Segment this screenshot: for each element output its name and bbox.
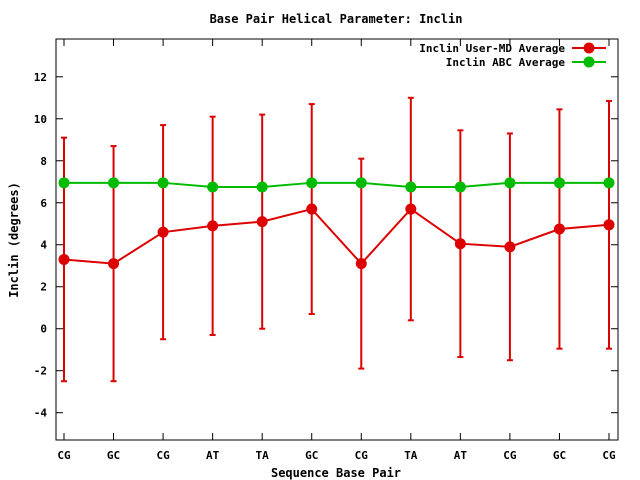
data-point [603, 177, 615, 189]
y-axis-label: Inclin (degrees) [7, 182, 21, 298]
data-point [553, 177, 565, 189]
data-point [355, 258, 367, 270]
data-point [58, 253, 70, 265]
data-point [306, 177, 318, 189]
y-tick-label: 6 [40, 197, 47, 210]
y-axis: -4 -2 0 2 4 6 8 10 12 [34, 71, 618, 420]
y-tick-label: -2 [34, 365, 47, 378]
chart-title: Base Pair Helical Parameter: Inclin [210, 12, 463, 26]
data-point [553, 223, 565, 235]
x-axis-label: Sequence Base Pair [271, 466, 401, 480]
x-tick-label: CG [503, 449, 517, 462]
series-1 [58, 96, 615, 383]
data-point [504, 241, 516, 253]
legend-swatch-marker [583, 42, 595, 54]
y-tick-label: 2 [40, 281, 47, 294]
data-point [355, 177, 367, 189]
series-layer [58, 96, 615, 383]
data-point [256, 181, 268, 193]
data-point [454, 238, 466, 250]
data-point [207, 220, 219, 232]
x-axis: CG GC CG AT TA GC CG TA AT CG GC CG [57, 39, 616, 462]
data-point [58, 177, 70, 189]
x-tick-label: TA [256, 449, 270, 462]
x-tick-label: GC [553, 449, 566, 462]
x-tick-label: AT [206, 449, 220, 462]
data-point [405, 203, 417, 215]
series-2 [58, 177, 615, 193]
x-tick-label: GC [305, 449, 318, 462]
data-point [603, 219, 615, 231]
legend-label: Inclin User-MD Average [419, 42, 565, 55]
data-point [454, 181, 466, 193]
data-point [108, 177, 120, 189]
y-tick-label: 10 [34, 113, 47, 126]
legend-label: Inclin ABC Average [446, 56, 566, 69]
y-tick-label: 0 [40, 323, 47, 336]
x-tick-label: CG [57, 449, 71, 462]
data-point [108, 258, 120, 270]
y-tick-label: -4 [34, 407, 48, 420]
data-point [405, 181, 417, 193]
x-tick-label: CG [355, 449, 369, 462]
y-tick-label: 8 [40, 155, 47, 168]
x-tick-label: TA [404, 449, 418, 462]
x-tick-label: CG [156, 449, 170, 462]
legend-swatch-marker [583, 56, 595, 68]
series-line [63, 207, 610, 266]
x-tick-label: GC [107, 449, 120, 462]
x-tick-label: AT [454, 449, 468, 462]
y-tick-label: 12 [34, 71, 47, 84]
x-tick-label: CG [602, 449, 616, 462]
plot-frame [55, 38, 619, 441]
data-point [157, 177, 169, 189]
data-point [157, 226, 169, 238]
y-tick-label: 4 [40, 239, 47, 252]
data-point [256, 216, 268, 228]
data-point [306, 203, 318, 215]
data-point [207, 181, 219, 193]
series-line [64, 181, 609, 189]
data-point [504, 177, 516, 189]
